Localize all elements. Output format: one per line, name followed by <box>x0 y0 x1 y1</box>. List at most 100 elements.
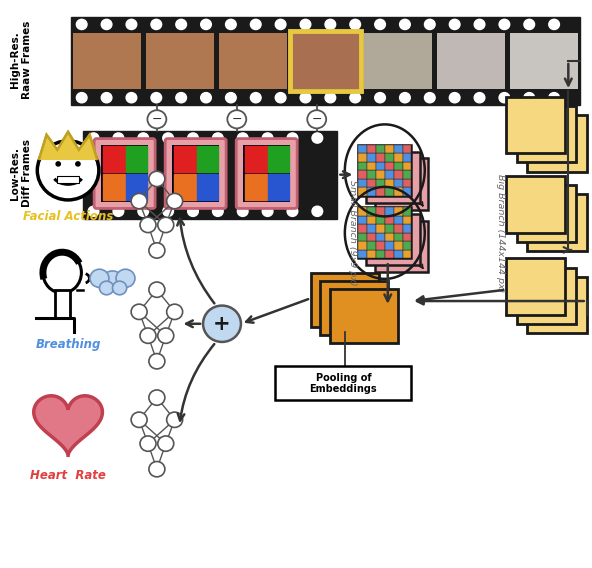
Circle shape <box>474 19 485 30</box>
Circle shape <box>149 172 165 187</box>
Circle shape <box>138 133 149 143</box>
Bar <box>403 216 411 224</box>
Bar <box>385 241 394 250</box>
Circle shape <box>375 19 385 30</box>
Bar <box>367 170 376 179</box>
Bar <box>394 153 403 162</box>
Bar <box>367 145 376 153</box>
Bar <box>243 145 290 202</box>
Bar <box>403 224 411 233</box>
Circle shape <box>524 19 535 30</box>
Bar <box>403 162 411 170</box>
Circle shape <box>549 19 559 30</box>
Bar <box>517 268 576 324</box>
Bar <box>385 187 394 196</box>
Bar <box>385 145 394 153</box>
Text: −: − <box>231 113 242 126</box>
Circle shape <box>140 218 156 233</box>
Circle shape <box>226 19 236 30</box>
Circle shape <box>213 133 223 143</box>
Circle shape <box>312 133 323 143</box>
Circle shape <box>474 93 485 103</box>
Bar <box>517 185 576 242</box>
Bar <box>364 33 432 89</box>
Circle shape <box>499 19 510 30</box>
Circle shape <box>300 93 311 103</box>
Bar <box>394 170 403 179</box>
Bar <box>358 233 367 241</box>
Bar <box>367 233 376 241</box>
Bar <box>73 33 141 89</box>
Bar <box>367 179 376 187</box>
Bar <box>197 174 218 200</box>
Bar <box>517 106 576 162</box>
Bar <box>367 216 376 224</box>
Circle shape <box>140 328 156 344</box>
Circle shape <box>157 436 174 451</box>
Circle shape <box>201 19 211 30</box>
Polygon shape <box>39 132 97 170</box>
Circle shape <box>126 93 137 103</box>
Circle shape <box>149 390 165 406</box>
FancyBboxPatch shape <box>236 139 297 208</box>
Bar <box>510 33 578 89</box>
Circle shape <box>99 281 114 295</box>
Circle shape <box>76 19 87 30</box>
Bar <box>385 250 394 258</box>
Bar <box>367 241 376 250</box>
Bar <box>394 179 403 187</box>
Circle shape <box>101 93 112 103</box>
Circle shape <box>424 93 435 103</box>
Bar <box>385 153 394 162</box>
Circle shape <box>157 328 174 344</box>
Text: Facial Actions: Facial Actions <box>23 210 113 223</box>
Circle shape <box>201 93 211 103</box>
Bar <box>103 146 124 173</box>
Circle shape <box>287 206 298 216</box>
Bar <box>358 170 367 179</box>
Bar <box>71 17 580 105</box>
Circle shape <box>163 133 173 143</box>
Bar <box>290 31 361 91</box>
Circle shape <box>188 133 198 143</box>
Circle shape <box>449 93 460 103</box>
Circle shape <box>167 304 182 320</box>
Circle shape <box>149 353 165 369</box>
Circle shape <box>163 206 173 216</box>
Bar <box>245 174 266 200</box>
Bar <box>358 145 367 153</box>
Bar <box>358 241 367 250</box>
Bar <box>367 162 376 170</box>
Bar <box>394 207 403 216</box>
FancyBboxPatch shape <box>94 139 155 208</box>
Bar <box>506 97 565 153</box>
Bar <box>385 233 394 241</box>
Bar <box>366 152 420 203</box>
Bar <box>358 207 367 216</box>
Circle shape <box>151 93 162 103</box>
Bar <box>366 214 420 265</box>
Circle shape <box>157 218 174 233</box>
Circle shape <box>227 110 246 128</box>
Bar <box>358 153 367 162</box>
Circle shape <box>499 93 510 103</box>
Ellipse shape <box>43 252 81 293</box>
Bar <box>527 277 587 333</box>
Circle shape <box>226 93 236 103</box>
Circle shape <box>88 133 99 143</box>
Bar <box>358 207 411 258</box>
Bar <box>403 233 411 241</box>
Bar <box>311 273 379 327</box>
Bar <box>394 145 403 153</box>
Bar <box>403 170 411 179</box>
Bar <box>358 187 367 196</box>
Bar <box>376 170 385 179</box>
Text: Heart  Rate: Heart Rate <box>30 469 106 482</box>
Circle shape <box>149 461 165 477</box>
Bar <box>358 145 411 196</box>
Circle shape <box>113 133 124 143</box>
Circle shape <box>147 110 166 128</box>
Text: Small Branch (9x9 px): Small Branch (9x9 px) <box>348 180 357 286</box>
Circle shape <box>375 93 385 103</box>
Bar <box>394 233 403 241</box>
